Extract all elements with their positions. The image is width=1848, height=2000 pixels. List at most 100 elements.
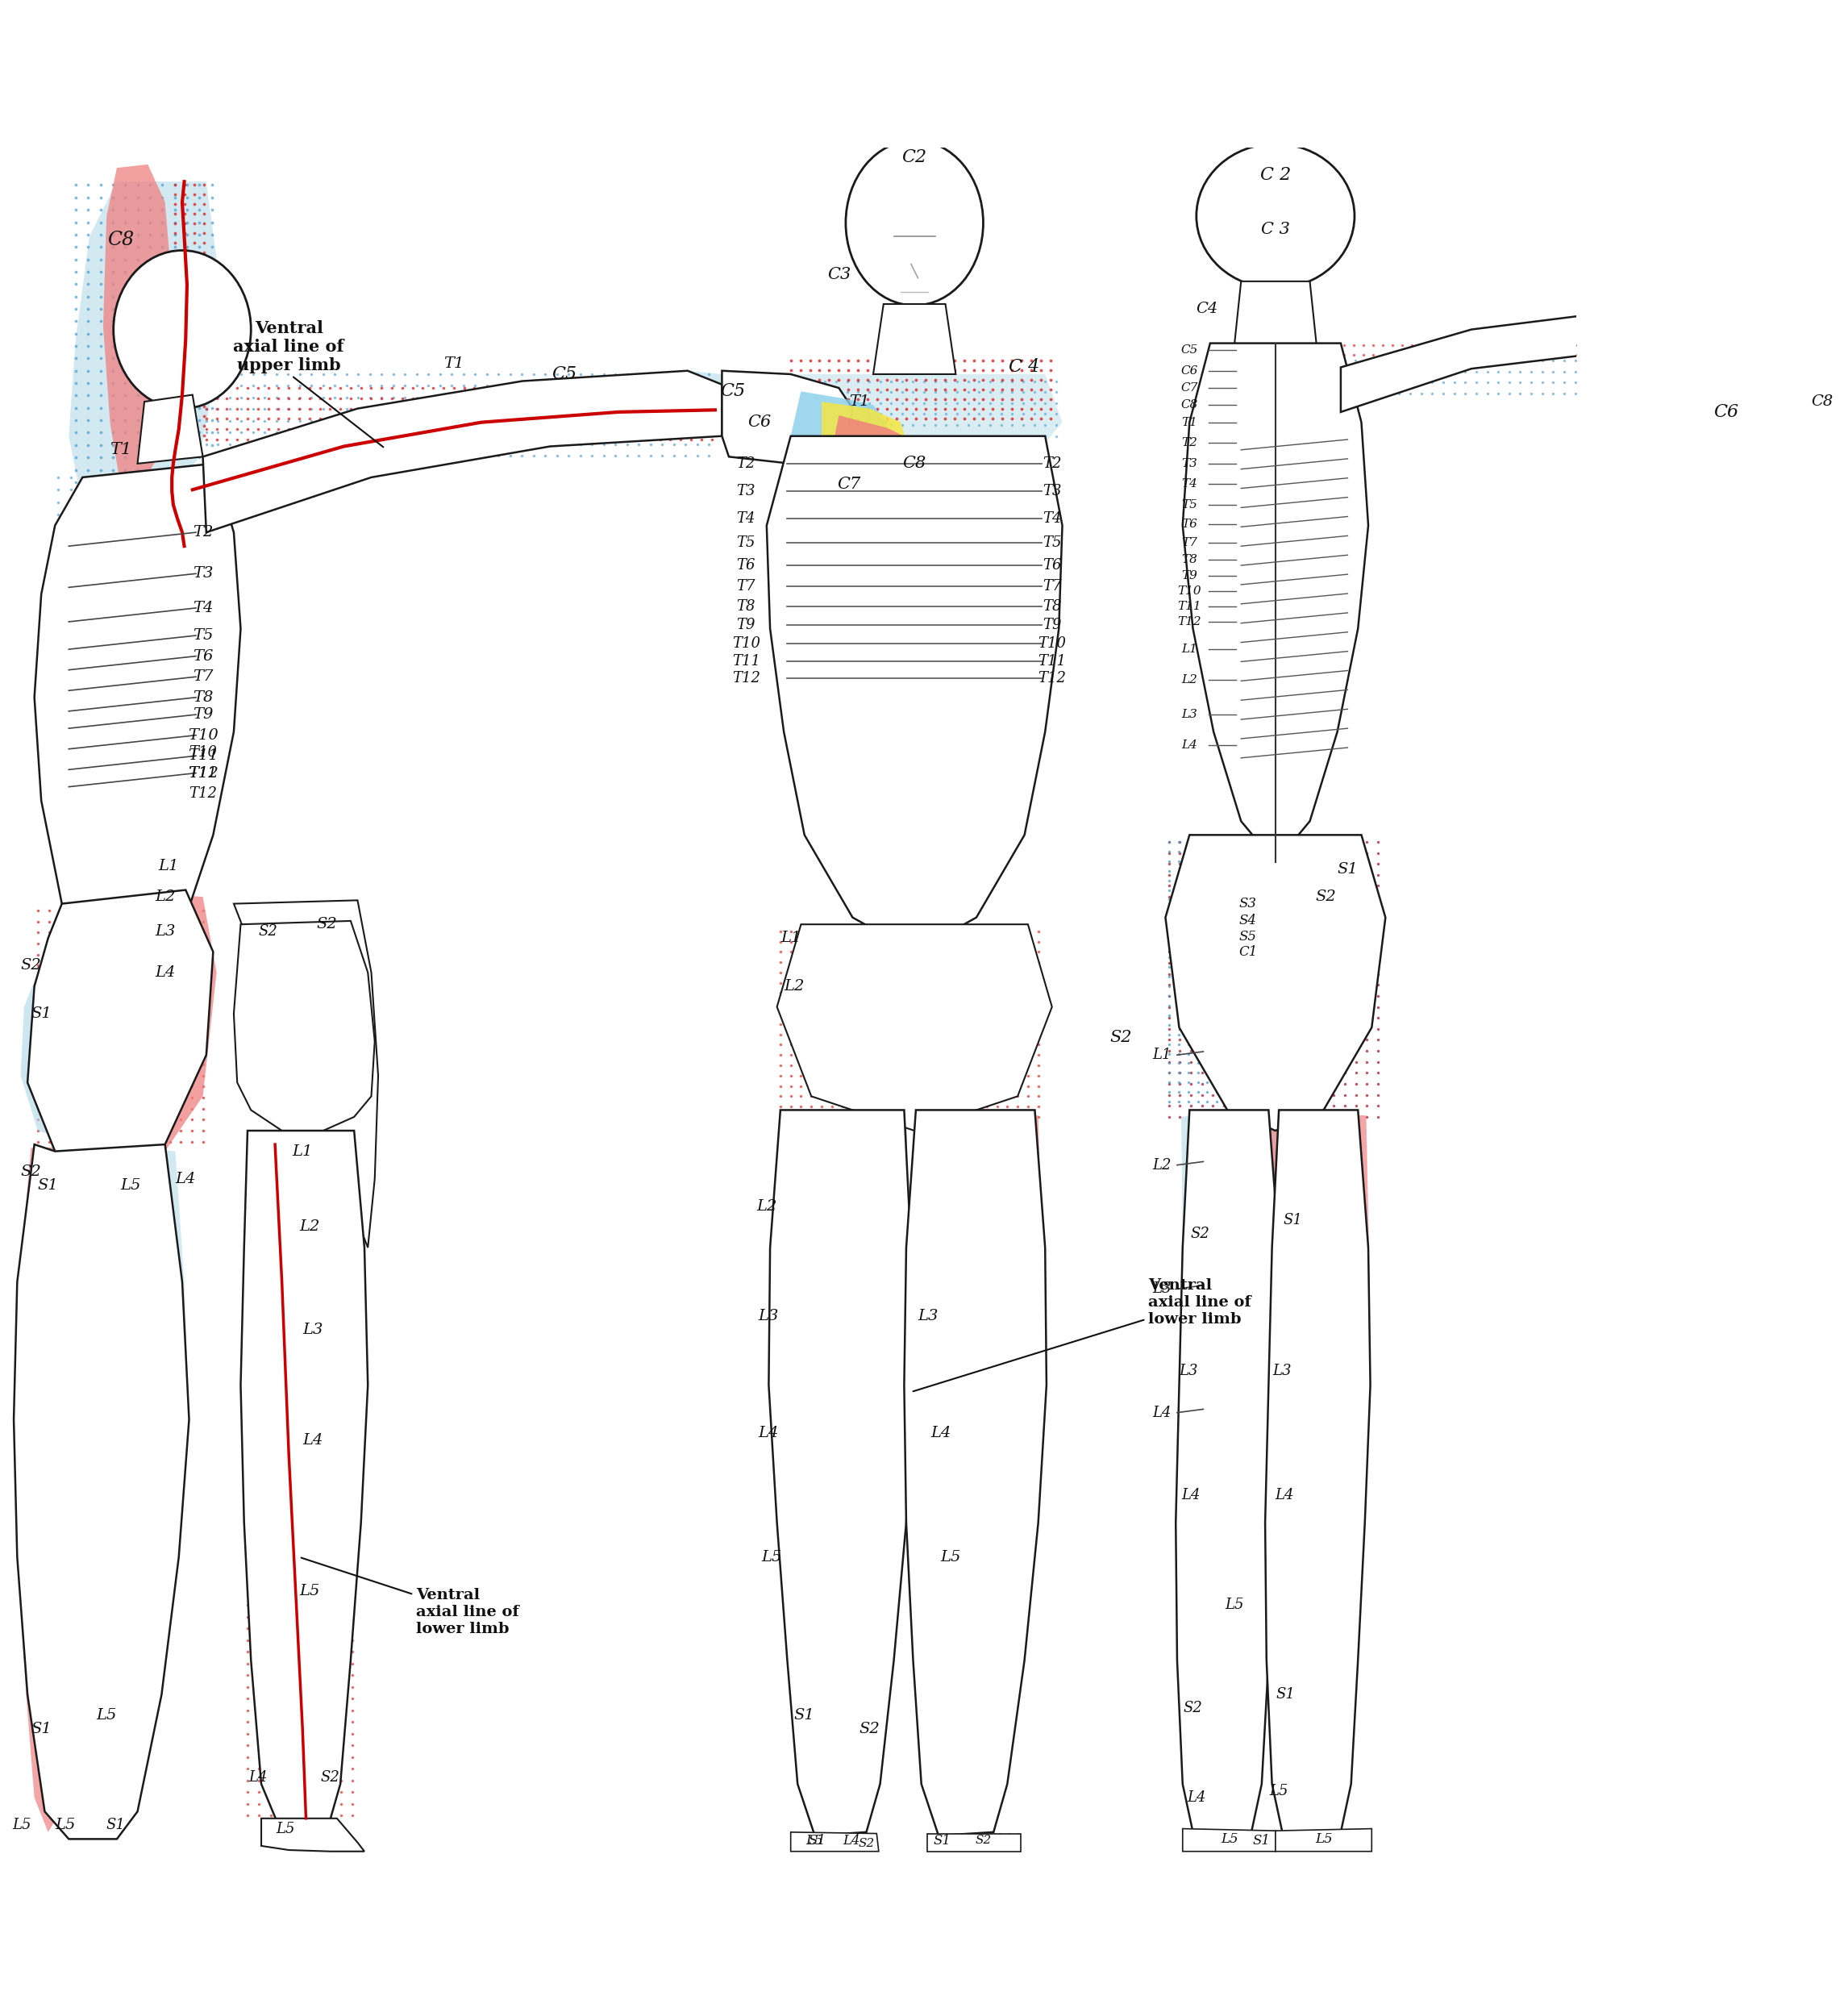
- Text: T10: T10: [1039, 636, 1066, 652]
- Text: L3: L3: [303, 1322, 323, 1338]
- Polygon shape: [1815, 320, 1848, 394]
- Polygon shape: [1166, 834, 1386, 1130]
- Polygon shape: [913, 1114, 992, 1784]
- Text: L4: L4: [1186, 1790, 1207, 1806]
- Text: T12: T12: [188, 786, 216, 800]
- Text: L5: L5: [1316, 1832, 1332, 1846]
- Polygon shape: [1183, 344, 1368, 862]
- Text: T3: T3: [1042, 484, 1061, 498]
- Polygon shape: [1183, 1828, 1275, 1852]
- Text: S5: S5: [1238, 930, 1257, 944]
- Text: S1: S1: [808, 1834, 826, 1848]
- Text: L5: L5: [96, 1708, 116, 1722]
- Ellipse shape: [113, 250, 251, 408]
- Polygon shape: [20, 952, 116, 1144]
- Text: L5: L5: [806, 1834, 824, 1848]
- Polygon shape: [13, 1144, 188, 1840]
- Text: T11: T11: [1177, 600, 1201, 612]
- Text: L5: L5: [299, 1584, 320, 1598]
- Text: L5: L5: [275, 1822, 296, 1836]
- Text: T11: T11: [732, 654, 760, 668]
- Text: L3: L3: [758, 1310, 780, 1324]
- Text: L3: L3: [155, 924, 176, 938]
- Text: S2: S2: [259, 924, 277, 938]
- Text: S1: S1: [1253, 1834, 1271, 1848]
- Text: T3: T3: [737, 484, 756, 498]
- Polygon shape: [1844, 326, 1848, 392]
- Text: S1: S1: [1283, 1212, 1303, 1228]
- Text: C2: C2: [902, 148, 928, 166]
- Polygon shape: [235, 900, 379, 1248]
- Text: L2: L2: [1153, 1158, 1172, 1172]
- Text: L5: L5: [1270, 1784, 1288, 1798]
- Polygon shape: [288, 1820, 323, 1850]
- Text: L2: L2: [784, 978, 804, 994]
- Polygon shape: [261, 1818, 364, 1852]
- Text: L4: L4: [758, 1426, 780, 1440]
- Text: L5: L5: [761, 1550, 782, 1564]
- Polygon shape: [17, 1146, 103, 1832]
- Text: L3: L3: [1153, 1282, 1172, 1296]
- Text: S1: S1: [795, 1708, 815, 1722]
- Polygon shape: [776, 924, 1052, 1130]
- Text: S2: S2: [1183, 1702, 1203, 1716]
- Text: L1: L1: [1153, 1048, 1172, 1062]
- Polygon shape: [262, 1820, 288, 1850]
- Polygon shape: [1266, 1110, 1371, 1832]
- Polygon shape: [1275, 1828, 1371, 1852]
- Text: C6: C6: [748, 414, 772, 430]
- Text: S2: S2: [1190, 1226, 1209, 1242]
- Text: S2: S2: [20, 1164, 41, 1180]
- Polygon shape: [1247, 346, 1307, 822]
- Text: L5: L5: [1225, 1598, 1244, 1612]
- Text: L5: L5: [1222, 1832, 1238, 1846]
- Text: T4: T4: [737, 512, 756, 526]
- Text: C5: C5: [551, 366, 577, 384]
- Text: T8: T8: [1042, 600, 1061, 614]
- Text: S2: S2: [857, 1838, 874, 1850]
- Polygon shape: [135, 894, 216, 1152]
- Polygon shape: [35, 464, 240, 958]
- Polygon shape: [874, 304, 955, 374]
- Text: C 3: C 3: [1260, 222, 1290, 238]
- Text: L5: L5: [13, 1818, 31, 1832]
- Polygon shape: [776, 1114, 856, 1784]
- Polygon shape: [924, 1112, 996, 1778]
- Polygon shape: [832, 416, 935, 498]
- Text: T12: T12: [188, 766, 218, 780]
- Polygon shape: [107, 1148, 188, 1832]
- Text: L4: L4: [176, 1172, 196, 1186]
- Text: T9: T9: [1181, 570, 1198, 582]
- Text: T11: T11: [188, 748, 218, 764]
- Polygon shape: [1342, 314, 1815, 380]
- Text: T8: T8: [737, 600, 756, 614]
- Text: T12: T12: [1177, 616, 1201, 628]
- Text: L4: L4: [1181, 740, 1198, 752]
- Text: S2: S2: [20, 958, 41, 972]
- Polygon shape: [207, 406, 723, 504]
- Text: S2: S2: [1316, 890, 1336, 904]
- Polygon shape: [1342, 334, 1815, 404]
- Polygon shape: [1196, 1114, 1244, 1778]
- Text: S2: S2: [1109, 1030, 1131, 1046]
- Text: S2: S2: [859, 1722, 880, 1736]
- Text: T8: T8: [1181, 554, 1198, 566]
- Polygon shape: [68, 1144, 146, 1832]
- Text: T7: T7: [1042, 578, 1061, 594]
- Text: L3: L3: [1179, 1364, 1198, 1378]
- Text: S3: S3: [1238, 896, 1257, 910]
- Polygon shape: [904, 1110, 1046, 1836]
- Text: S2: S2: [976, 1834, 991, 1846]
- Polygon shape: [28, 890, 213, 1178]
- Polygon shape: [1815, 318, 1848, 394]
- Text: T10: T10: [1177, 586, 1201, 596]
- Text: T12: T12: [1039, 670, 1066, 686]
- Text: L1: L1: [780, 930, 800, 946]
- Text: L4: L4: [930, 1426, 952, 1440]
- Text: T4: T4: [192, 600, 213, 616]
- Text: T2: T2: [1042, 456, 1061, 470]
- Text: T1: T1: [1181, 416, 1198, 428]
- Text: L3: L3: [918, 1310, 939, 1324]
- Polygon shape: [791, 392, 887, 464]
- Polygon shape: [968, 1112, 1042, 1780]
